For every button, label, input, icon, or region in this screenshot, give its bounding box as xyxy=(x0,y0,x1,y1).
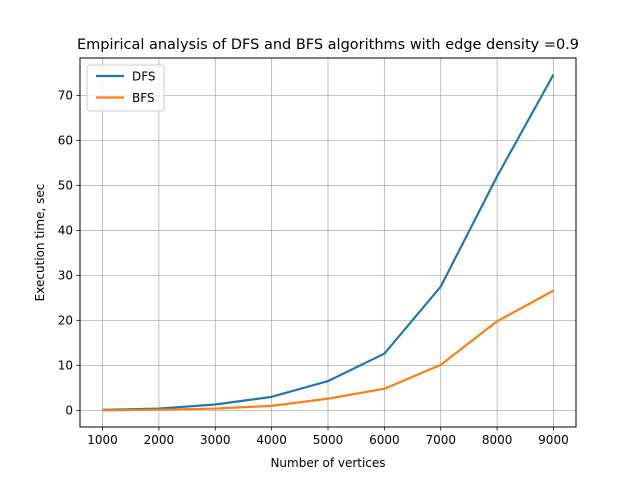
y-tick-label: 70 xyxy=(58,88,73,102)
y-tick-label: 20 xyxy=(58,313,73,327)
y-tick-label: 50 xyxy=(58,178,73,192)
x-tick-label: 3000 xyxy=(200,433,231,447)
y-tick-label: 40 xyxy=(58,223,73,237)
x-axis-label: Number of vertices xyxy=(270,456,385,470)
y-axis: 0 10 20 30 40 50 60 70 xyxy=(58,88,80,417)
x-tick-label: 2000 xyxy=(144,433,175,447)
y-tick-label: 30 xyxy=(58,268,73,282)
x-tick-label: 1000 xyxy=(87,433,118,447)
y-tick-label: 0 xyxy=(65,403,73,417)
legend-label-dfs: DFS xyxy=(132,70,156,84)
chart-title: Empirical analysis of DFS and BFS algori… xyxy=(77,37,579,53)
series-line-dfs xyxy=(102,74,555,411)
x-tick-label: 8000 xyxy=(482,433,513,447)
x-axis: 1000 2000 3000 4000 5000 6000 7000 8000 9000 xyxy=(87,427,569,447)
legend: DFS BFS xyxy=(86,64,165,112)
x-tick-label: 5000 xyxy=(313,433,344,447)
y-tick-label: 10 xyxy=(58,358,73,372)
x-tick-label: 9000 xyxy=(538,433,569,447)
series-lines xyxy=(102,74,555,412)
x-tick-label: 7000 xyxy=(425,433,456,447)
grid xyxy=(80,58,576,427)
series-line-bfs xyxy=(102,289,554,412)
y-axis-label: Execution time, sec xyxy=(33,184,47,302)
x-tick-label: 6000 xyxy=(369,433,400,447)
legend-label-bfs: BFS xyxy=(132,91,155,105)
y-tick-label: 60 xyxy=(58,133,73,147)
x-tick-label: 4000 xyxy=(256,433,287,447)
